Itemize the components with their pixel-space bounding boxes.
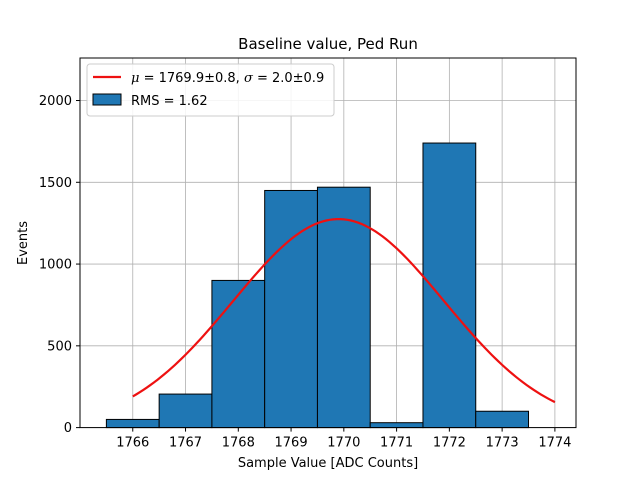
- histogram-bar: [211, 279, 266, 429]
- x-tick-label: 1771: [380, 436, 413, 451]
- legend-hist-label: RMS = 1.62: [131, 94, 208, 109]
- plot-frame: [79, 57, 577, 429]
- legend-fit-label: μ = 1769.9±0.8, σ = 2.0±0.9: [131, 71, 324, 86]
- x-tick-label: 1766: [116, 436, 149, 451]
- histogram-bars: [105, 142, 530, 429]
- x-tick-label: 1774: [538, 436, 571, 451]
- y-tick-label: 1500: [39, 176, 72, 191]
- histogram-bar: [475, 410, 530, 429]
- y-tick-label: 0: [64, 421, 72, 436]
- y-tick-label: 2000: [39, 94, 72, 109]
- y-axis-ticks: 0 500 1000 1500 2000: [39, 94, 80, 436]
- y-tick-label: 1000: [39, 258, 72, 273]
- legend-hist-swatch: [92, 93, 122, 106]
- x-tick-label: 1770: [327, 436, 360, 451]
- x-axis-label: Sample Value [ADC Counts]: [238, 456, 418, 471]
- histogram-bar: [158, 393, 213, 429]
- x-tick-label: 1768: [222, 436, 255, 451]
- x-tick-label: 1773: [486, 436, 519, 451]
- y-tick-label: 500: [47, 339, 72, 354]
- fit-curve: [132, 218, 556, 404]
- gaussian-fit-line: [132, 218, 556, 404]
- chart-title: Baseline value, Ped Run: [238, 35, 418, 53]
- legend: μ = 1769.9±0.8, σ = 2.0±0.9 RMS = 1.62: [86, 63, 335, 117]
- legend-box: [86, 63, 335, 117]
- x-tick-label: 1772: [433, 436, 466, 451]
- x-tick-label: 1767: [169, 436, 202, 451]
- y-axis-label: Events: [16, 221, 31, 265]
- histogram-bar: [105, 418, 160, 429]
- histogram-bar: [369, 422, 424, 429]
- histogram-bar: [316, 186, 371, 429]
- x-axis-ticks: 1766 1767 1768 1769 1770 1771 1772 1773 1774: [116, 427, 571, 451]
- x-tick-label: 1769: [275, 436, 308, 451]
